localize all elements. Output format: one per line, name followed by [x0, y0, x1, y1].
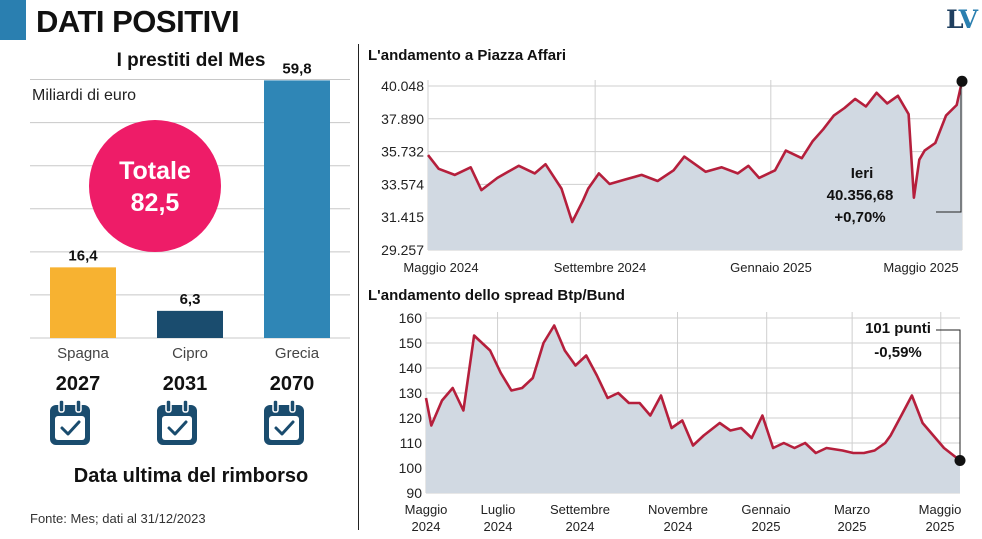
stock-y-tick-label: 37.890: [381, 111, 424, 127]
loans-unit-label: Miliardi di euro: [32, 87, 136, 104]
loans-years: 2027 2031 2070: [56, 373, 315, 395]
spread-x-tick-label: 2024: [664, 519, 693, 534]
total-label: Totale: [119, 157, 191, 185]
spread-title: L'andamento dello spread Btp/Bund: [368, 287, 625, 304]
page-title: DATI POSITIVI: [36, 4, 240, 39]
stock-x-tick-label: Settembre 2024: [554, 260, 647, 275]
spread-y-tick-label: 160: [399, 310, 423, 326]
spread-x-tick-label: 2025: [752, 519, 781, 534]
stock-annotation-leader: [936, 82, 962, 213]
calendar-ring: [75, 399, 82, 413]
spread-x-tick-label: 2024: [412, 519, 441, 534]
stock-annotation-value: 40.356,68: [827, 187, 894, 204]
stock-title: L'andamento a Piazza Affari: [368, 47, 566, 64]
spread-y-tick-label: 120: [399, 410, 423, 426]
spread-y-tick-label: 100: [399, 460, 423, 476]
spread-x-tick-label: Marzo: [834, 502, 870, 517]
stock-x-tick-label: Gennaio 2025: [730, 260, 812, 275]
bar-category-label: Cipro: [172, 345, 208, 362]
total-value: 82,5: [131, 189, 180, 217]
calendar-ring: [289, 399, 296, 413]
source-note: Fonte: Mes; dati al 31/12/2023: [30, 511, 206, 526]
bar-category-label: Spagna: [57, 345, 109, 362]
stock-y-tick-label: 29.257: [381, 242, 424, 258]
stock-x-tick-label: Maggio 2024: [403, 260, 478, 275]
calendar-ring: [165, 399, 172, 413]
total-badge: [89, 120, 221, 252]
stock-annotation-title: Ieri: [851, 165, 874, 182]
loans-calendar-icons: [50, 399, 304, 445]
spread-x-tick-label: 2025: [838, 519, 867, 534]
stock-x-ticks: Maggio 2024 Settembre 2024 Gennaio 2025 Mag…: [403, 260, 958, 275]
spread-annotation-change: -0,59%: [874, 344, 922, 361]
spread-area: [426, 325, 960, 493]
panel-divider: [358, 44, 359, 530]
spread-y-tick-label: 140: [399, 360, 423, 376]
loans-footer-label: Data ultima del rimborso: [74, 465, 309, 487]
spread-annotation-leader: [936, 329, 961, 458]
loans-title: I prestiti del Mes: [117, 50, 266, 71]
stock-y-tick-label: 31.415: [381, 209, 424, 225]
repayment-year: 2031: [163, 373, 208, 395]
spread-last-point: [954, 455, 966, 466]
bar-category-label: Grecia: [275, 345, 320, 362]
spread-x-tick-label: Gennaio: [741, 502, 790, 517]
spread-x-tick-label: 2024: [566, 519, 595, 534]
spread-y-tick-label: 150: [399, 335, 423, 351]
stock-annotation-change: +0,70%: [834, 209, 885, 226]
spread-x-tick-label: Settembre: [550, 502, 610, 517]
stock-y-tick-label: 40.048: [381, 78, 424, 94]
calendar-ring: [182, 399, 189, 413]
stock-last-point: [956, 75, 968, 87]
calendar-check: [60, 420, 81, 436]
spread-y-tick-label: 90: [406, 485, 422, 501]
repayment-year: 2070: [270, 373, 315, 395]
stock-y-ticks: 40.048 37.890 35.732 33.574 31.415 29.257: [381, 78, 424, 258]
spread-x-tick-label: 2025: [926, 519, 955, 534]
stock-x-tick-label: Maggio 2025: [883, 260, 958, 275]
spread-x-tick-label: Maggio: [405, 502, 448, 517]
stock-y-tick-label: 35.732: [381, 144, 424, 160]
loans-bars: 16,4 Spagna 6,3 Cipro 59,8 Grecia: [50, 60, 330, 362]
brand-logo: LV: [946, 5, 978, 34]
bar-value-label: 59,8: [282, 60, 311, 77]
calendar-ring: [272, 399, 279, 413]
spread-y-ticks: 160 150 140 130 120 110 100 90: [399, 310, 423, 501]
calendar-check-icon: [50, 399, 90, 445]
bar-value-label: 16,4: [68, 247, 98, 264]
spread-x-tick-label: 2024: [484, 519, 513, 534]
spread-y-tick-label: 130: [399, 385, 423, 401]
spread-line: [424, 324, 961, 462]
calendar-ring: [58, 399, 65, 413]
spread-x-tick-label: Novembre: [648, 502, 708, 517]
bar-value-label: 6,3: [180, 291, 201, 308]
calendar-check-icon: [157, 399, 197, 445]
spread-y-tick-label: 110: [400, 435, 423, 451]
stock-y-tick-label: 33.574: [381, 176, 424, 192]
bar-grecia: [264, 80, 330, 339]
header-accent-bar: [0, 0, 26, 40]
calendar-check-icon: [264, 399, 304, 445]
calendar-check: [274, 420, 295, 436]
bar-spagna: [50, 267, 116, 338]
loans-chart: I prestiti del Mes Miliardi di euro 16,4…: [30, 50, 350, 526]
spread-x-tick-label: Maggio: [919, 502, 962, 517]
repayment-year: 2027: [56, 373, 101, 395]
calendar-check: [167, 420, 188, 436]
bar-cipro: [157, 310, 223, 338]
stock-line: [426, 81, 964, 224]
spread-x-tick-label: Luglio: [481, 502, 516, 517]
spread-x-ticks: Maggio 2024 Luglio 2024 Settembre 2024 Novembr…: [405, 502, 962, 534]
spread-annotation-value: 101 punti: [865, 320, 931, 337]
